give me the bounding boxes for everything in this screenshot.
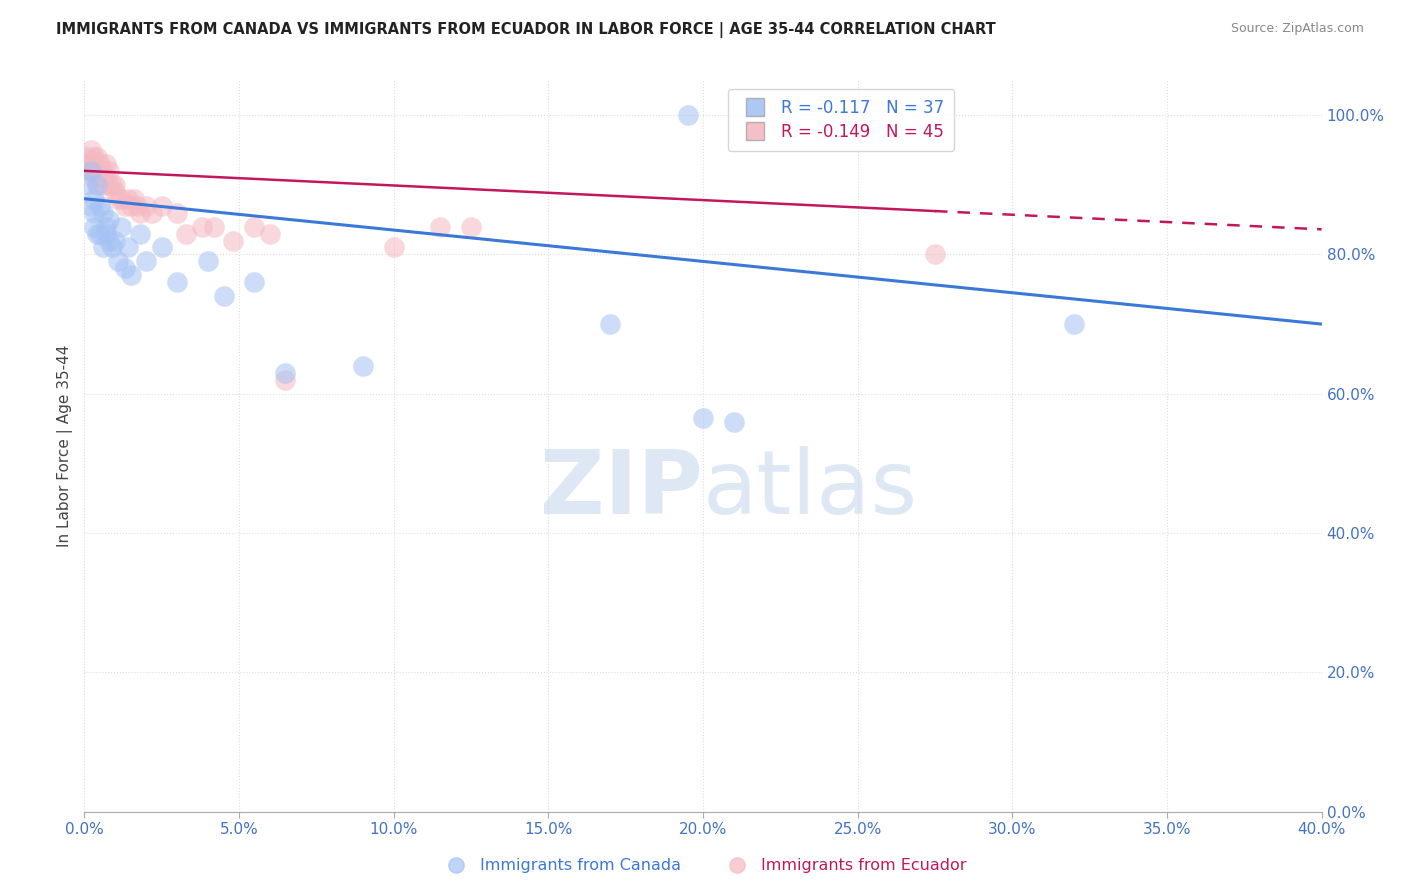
Point [202, 219, 225, 234]
Point [122, 192, 145, 206]
Point [110, 192, 132, 206]
Point [83, 150, 105, 164]
Point [129, 205, 152, 219]
Point [94, 157, 117, 171]
Point [98, 212, 121, 227]
Point [120, 199, 142, 213]
Point [120, 268, 142, 283]
Point [86, 227, 108, 241]
Point [79, 157, 101, 171]
Point [86, 150, 108, 164]
Point [91, 164, 114, 178]
Text: Source: ZipAtlas.com: Source: ZipAtlas.com [1230, 22, 1364, 36]
Point [114, 261, 136, 276]
Point [79, 143, 101, 157]
Point [98, 164, 121, 178]
Point [79, 164, 101, 178]
Point [212, 289, 235, 303]
Point [104, 185, 127, 199]
Point [176, 227, 198, 241]
Point [924, 247, 946, 261]
Point [460, 219, 482, 234]
Point [135, 199, 157, 213]
Point [166, 275, 188, 289]
Point [94, 227, 117, 241]
Point [89, 199, 111, 213]
Point [243, 219, 266, 234]
Point [101, 240, 124, 254]
Point [429, 219, 451, 234]
Point [676, 108, 699, 122]
Point [98, 178, 121, 192]
Point [79, 199, 101, 213]
Point [117, 192, 139, 206]
Point [274, 373, 297, 387]
Point [76, 157, 98, 171]
Point [599, 317, 621, 331]
Point [191, 219, 214, 234]
Point [91, 205, 114, 219]
Point [259, 227, 281, 241]
Point [86, 164, 108, 178]
Point [89, 227, 111, 241]
Point [141, 205, 163, 219]
Point [117, 240, 139, 254]
Point [83, 164, 105, 178]
Point [83, 170, 105, 185]
Point [382, 240, 405, 254]
Point [135, 254, 157, 268]
Point [222, 234, 245, 248]
Point [150, 199, 173, 213]
Point [104, 234, 127, 248]
Point [83, 219, 105, 234]
Point [243, 275, 266, 289]
Point [1063, 317, 1085, 331]
Point [352, 359, 374, 373]
Point [104, 178, 127, 192]
Point [101, 178, 124, 192]
Point [86, 178, 108, 192]
Point [76, 178, 98, 192]
Point [107, 254, 129, 268]
Point [98, 234, 121, 248]
Point [86, 178, 108, 192]
Point [274, 366, 297, 380]
Point [110, 219, 132, 234]
Point [107, 192, 129, 206]
Point [197, 254, 219, 268]
Point [89, 157, 111, 171]
Legend: Immigrants from Canada, Immigrants from Ecuador: Immigrants from Canada, Immigrants from … [433, 852, 973, 880]
Point [91, 178, 114, 192]
Point [129, 227, 152, 241]
Point [94, 219, 117, 234]
Point [94, 170, 117, 185]
Y-axis label: In Labor Force | Age 35-44: In Labor Force | Age 35-44 [58, 345, 73, 547]
Legend: R = -0.117   N = 37, R = -0.149   N = 45: R = -0.117 N = 37, R = -0.149 N = 45 [728, 88, 955, 152]
Text: atlas: atlas [703, 446, 918, 533]
Point [125, 199, 148, 213]
Point [83, 192, 105, 206]
Text: IMMIGRANTS FROM CANADA VS IMMIGRANTS FROM ECUADOR IN LABOR FORCE | AGE 35-44 COR: IMMIGRANTS FROM CANADA VS IMMIGRANTS FRO… [56, 22, 995, 38]
Point [76, 150, 98, 164]
Point [83, 205, 105, 219]
Point [89, 170, 111, 185]
Point [91, 240, 114, 254]
Point [114, 199, 136, 213]
Point [79, 164, 101, 178]
Point [166, 205, 188, 219]
Point [692, 411, 714, 425]
Point [723, 415, 745, 429]
Text: ZIP: ZIP [540, 446, 703, 533]
Point [150, 240, 173, 254]
